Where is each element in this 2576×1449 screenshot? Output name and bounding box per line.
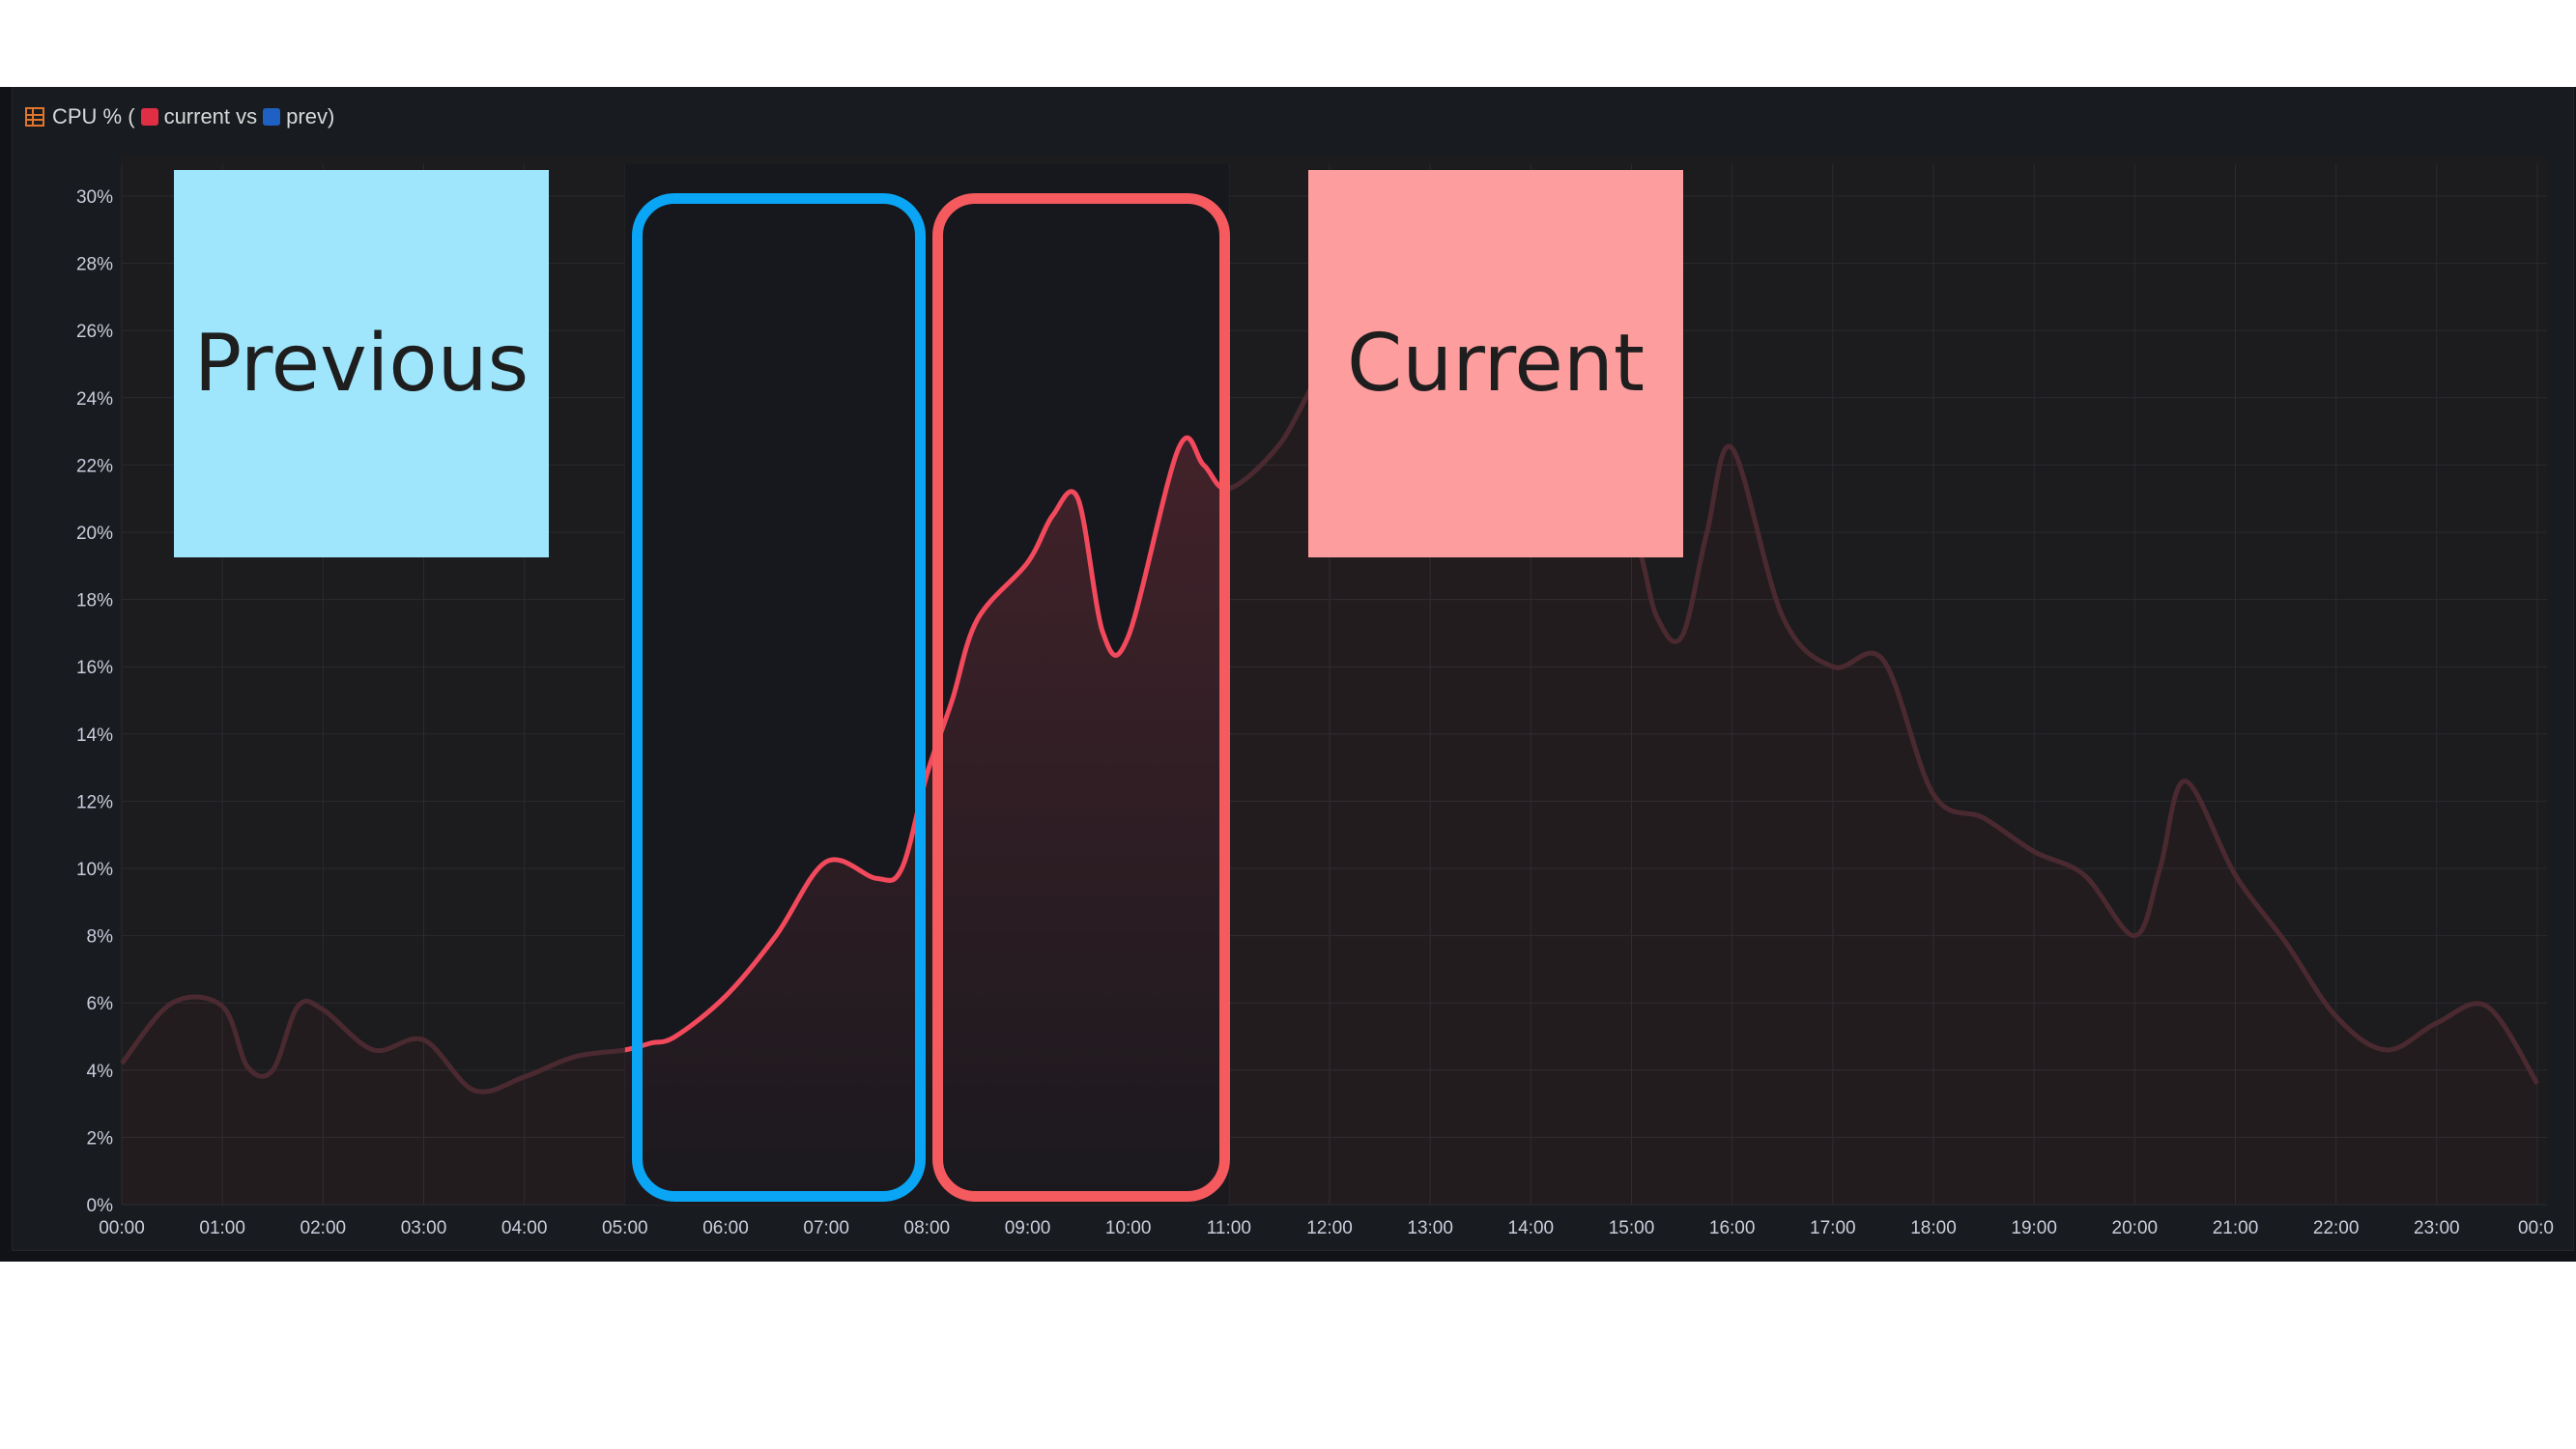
x-tick-label: 22:00 (2313, 1218, 2360, 1238)
panel-title[interactable]: CPU % ( current vs prev) (25, 100, 336, 133)
x-tick-label: 09:00 (1005, 1218, 1051, 1238)
y-tick-label: 28% (76, 255, 113, 275)
x-tick-label: 10:00 (1105, 1218, 1152, 1238)
x-tick-label: 06:00 (702, 1218, 749, 1238)
previous-sticky-note: Previous (174, 170, 549, 557)
x-tick-label: 15:00 (1609, 1218, 1655, 1238)
x-tick-label: 13:00 (1407, 1218, 1453, 1238)
y-tick-label: 8% (87, 927, 114, 948)
y-axis: 0% 2% 4% 6% 8% 10% 12% 14% 16% 18% 20% 22% 24% 26% 28%… (76, 187, 113, 1216)
panel-title-prefix: CPU % ( (52, 104, 135, 128)
x-tick-label: 00:00 (99, 1218, 145, 1238)
y-tick-label: 0% (87, 1196, 114, 1216)
y-tick-label: 4% (87, 1062, 114, 1082)
x-tick-label: 23:00 (2414, 1218, 2460, 1238)
x-tick-label: 07:00 (803, 1218, 849, 1238)
series-current (120, 164, 2540, 1206)
previous-highlight-box (632, 193, 926, 1202)
x-tick-label: 21:00 (2213, 1218, 2259, 1238)
y-tick-label: 18% (76, 591, 113, 611)
y-tick-label: 16% (76, 658, 113, 678)
x-tick-label: 02:00 (301, 1218, 347, 1238)
y-tick-label: 10% (76, 860, 113, 880)
y-tick-label: 12% (76, 792, 113, 812)
table-icon (25, 107, 44, 127)
y-tick-label: 22% (76, 456, 113, 476)
y-tick-label: 14% (76, 725, 113, 746)
y-tick-label: 6% (87, 994, 114, 1014)
blue-square-icon (263, 108, 281, 126)
series-area-highlight (624, 438, 1229, 1205)
x-tick-label: 14:00 (1508, 1218, 1555, 1238)
y-tick-label: 26% (76, 322, 113, 342)
y-tick-label: 2% (87, 1128, 114, 1149)
y-tick-label: 20% (76, 524, 113, 544)
x-tick-label: 03:00 (401, 1218, 447, 1238)
series-area-dimmed (122, 361, 2537, 1206)
x-tick-label: 11:00 (1207, 1218, 1251, 1238)
panel-title-prev: prev) (286, 104, 335, 128)
x-tick-label: 16:00 (1709, 1218, 1756, 1238)
x-tick-label: 08:00 (904, 1218, 951, 1238)
x-tick-label: 00:0 (2518, 1218, 2554, 1238)
x-tick-label: 19:00 (2011, 1218, 2057, 1238)
y-tick-label: 24% (76, 389, 113, 410)
current-sticky-note: Current (1308, 170, 1683, 557)
x-tick-label: 12:00 (1306, 1218, 1353, 1238)
x-tick-label: 20:00 (2112, 1218, 2159, 1238)
x-tick-label: 01:00 (199, 1218, 245, 1238)
y-tick-label: 30% (76, 187, 113, 208)
x-tick-label: 18:00 (1910, 1218, 1957, 1238)
series-line-dimmed (120, 358, 2540, 1094)
current-highlight-box (932, 193, 1230, 1202)
panel-title-current: current vs (163, 104, 258, 128)
x-tick-label: 17:00 (1810, 1218, 1856, 1238)
x-axis: 00:00 01:00 02:00 03:00 04:00 05:00 06:00 07:00… (99, 1218, 2554, 1238)
x-tick-label: 05:00 (602, 1218, 648, 1238)
x-tick-label: 04:00 (501, 1218, 548, 1238)
red-square-icon (140, 108, 158, 126)
